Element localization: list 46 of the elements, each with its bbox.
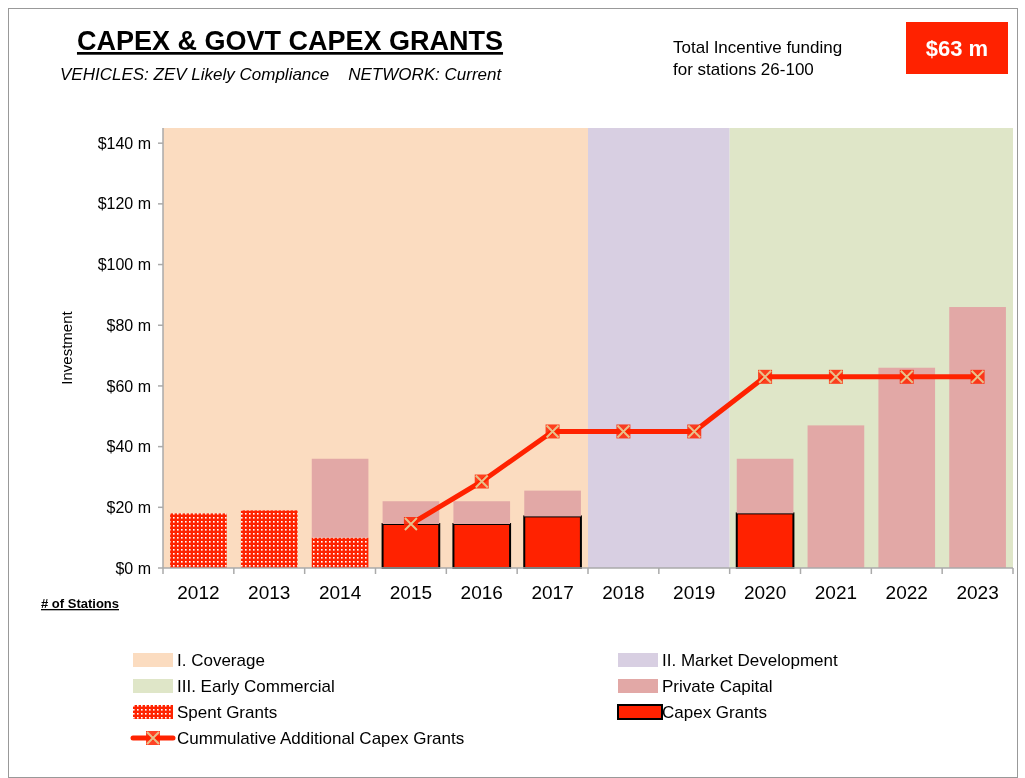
bar [949, 307, 1006, 568]
y-axis-title: Investment [58, 310, 75, 385]
x-tick-label: 2017 [531, 582, 574, 603]
bar [240, 510, 298, 568]
bar [311, 537, 369, 568]
x-tick-label: 2018 [602, 582, 645, 603]
chart-subtitle: VEHICLES: ZEV Likely Compliance NETWORK: Current [60, 65, 503, 84]
bar [453, 501, 511, 524]
bar [452, 523, 512, 569]
legend-label: Spent Grants [177, 702, 278, 722]
bar [878, 367, 936, 568]
legend-label: Cummulative Additional Capex Grants [177, 728, 465, 748]
bar [807, 425, 865, 568]
x-tick-label: 2016 [460, 582, 503, 603]
y-tick-label: $0 m [115, 559, 151, 577]
bar [523, 515, 582, 569]
y-tick-label: $20 m [106, 498, 151, 516]
x-tick-label: 2013 [248, 582, 291, 603]
x-tick-label: 2023 [956, 582, 999, 603]
x-tick-label: 2012 [177, 582, 220, 603]
text: $63 m [925, 36, 989, 61]
x-tick-label: 2014 [318, 582, 362, 603]
bar [736, 458, 794, 514]
bar [735, 512, 795, 569]
legend-label: Capex Grants [662, 702, 767, 722]
legend-label: I. Coverage [177, 650, 265, 670]
y-tick-label: $40 m [106, 438, 151, 456]
chart-title: CAPEX & GOVT CAPEX GRANTS [76, 26, 504, 56]
x-tick-label: 2019 [673, 582, 716, 603]
bar [170, 513, 227, 568]
x-tick-label: 2022 [885, 582, 928, 603]
x-tick-label: 2021 [814, 582, 858, 603]
x-tick-label: 2020 [743, 582, 787, 603]
text: Total Incentive funding for stations 26-100 [673, 38, 843, 79]
bar [311, 458, 369, 538]
legend-label: Private Capital [662, 676, 773, 696]
bar [524, 490, 581, 517]
y-tick-label: $140 m [97, 134, 151, 152]
y-tick-label: $100 m [97, 256, 151, 274]
x-tick-label: 2015 [389, 582, 433, 603]
x-axis-title: # of Stations [40, 596, 120, 611]
y-tick-label: $60 m [106, 377, 151, 395]
y-tick-label: $120 m [97, 195, 151, 213]
legend-label: II. Market Development [662, 650, 839, 670]
legend-label: III. Early Commercial [177, 676, 335, 696]
y-tick-label: $80 m [106, 316, 151, 334]
